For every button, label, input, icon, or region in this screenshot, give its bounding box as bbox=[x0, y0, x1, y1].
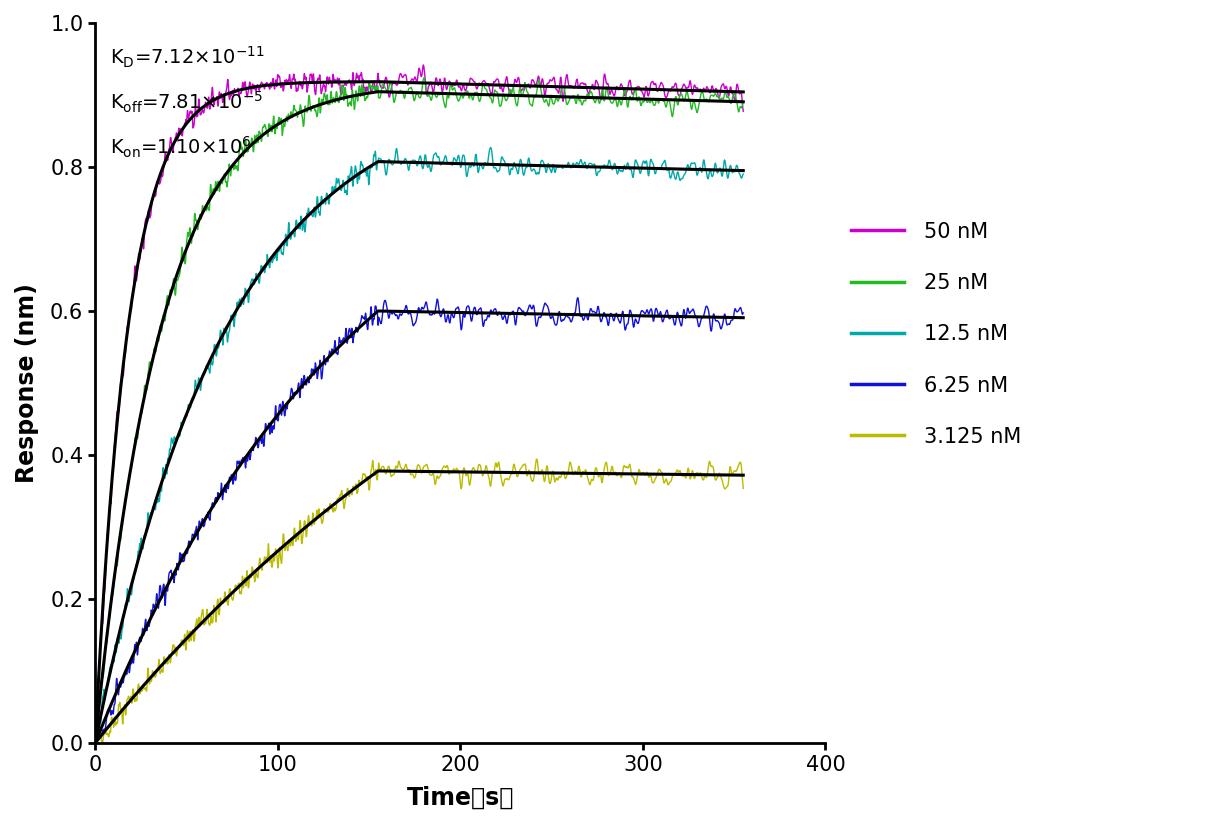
Text: K$_\mathrm{D}$=7.12×10$^{-11}$
K$_\mathrm{off}$=7.81×10$^{-5}$
K$_\mathrm{on}$=1: K$_\mathrm{D}$=7.12×10$^{-11}$ K$_\mathr… bbox=[110, 45, 265, 159]
Y-axis label: Response (nm): Response (nm) bbox=[15, 283, 39, 483]
Legend: 50 nM, 25 nM, 12.5 nM, 6.25 nM, 3.125 nM: 50 nM, 25 nM, 12.5 nM, 6.25 nM, 3.125 nM bbox=[843, 214, 1030, 455]
X-axis label: Time（s）: Time（s） bbox=[407, 786, 514, 810]
